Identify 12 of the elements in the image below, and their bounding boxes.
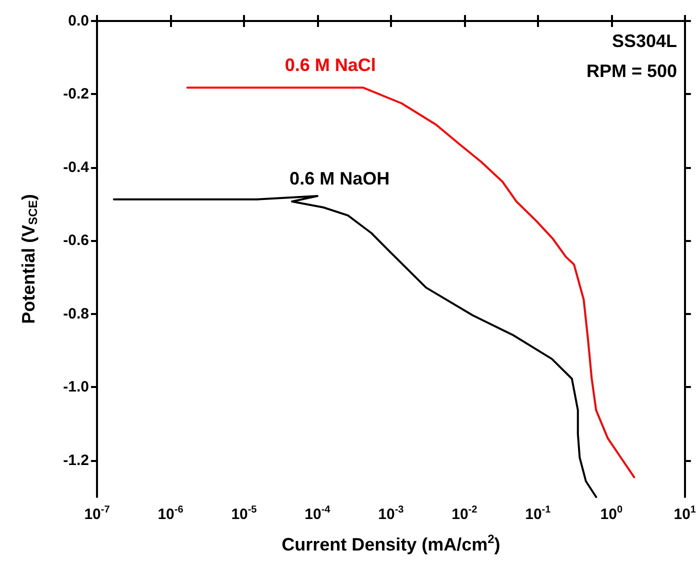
series-label: 0.6 M NaCl: [284, 54, 376, 75]
y-tick-label: -0.4: [63, 158, 90, 176]
y-tick-label: -1.2: [63, 452, 89, 469]
series-label: 0.6 M NaOH: [290, 168, 390, 188]
y-tick-label: -0.6: [63, 232, 89, 250]
y-axis-title: Potential (VSCE): [18, 194, 40, 324]
y-tick-label: -0.8: [63, 305, 89, 322]
y-tick-label: 0.0: [68, 12, 89, 30]
annotation: RPM = 500: [586, 61, 677, 81]
y-tick-label: -0.2: [63, 86, 89, 103]
y-tick-label: -1.0: [63, 378, 89, 396]
annotation: SS304L: [612, 31, 677, 51]
